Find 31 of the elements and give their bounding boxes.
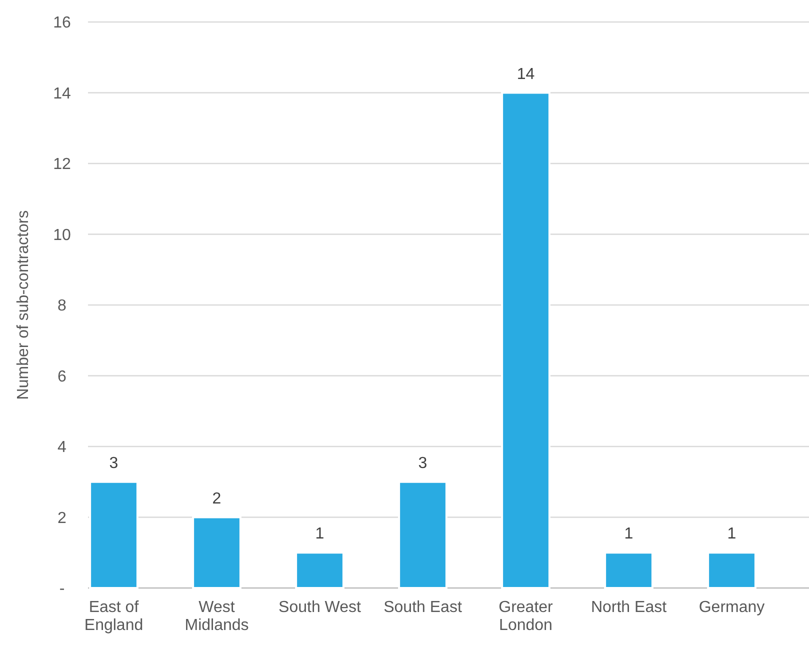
y-tick-label: 6 [58, 368, 67, 386]
bar [501, 92, 550, 589]
y-tick-label: 10 [53, 226, 71, 244]
data-label: 1 [315, 526, 324, 543]
y-tick-label: 12 [53, 156, 71, 174]
bar [89, 480, 138, 589]
y-tick-label: 16 [53, 14, 71, 32]
bar [295, 552, 344, 589]
x-tick-label: South East [384, 599, 462, 616]
x-tick-label: Germany [698, 599, 765, 616]
bar [604, 552, 654, 589]
bar [707, 552, 756, 589]
y-tick-label: - [59, 580, 65, 598]
data-label: 3 [109, 454, 118, 472]
data-label: 2 [212, 490, 222, 508]
data-label: 3 [418, 454, 428, 472]
y-tick-label: 4 [58, 439, 67, 456]
y-tick-label: 2 [58, 510, 67, 527]
x-tick-label: Greater London [498, 599, 554, 634]
y-tick-label: 8 [58, 298, 67, 315]
x-tick-label: South West [278, 599, 362, 616]
x-tick-label: West Midlands [184, 599, 249, 634]
data-label: 1 [727, 526, 736, 543]
x-tick-label: East of England [84, 599, 144, 634]
data-label: 14 [516, 66, 535, 83]
y-axis-title: Number of sub-contractors [15, 210, 32, 400]
bar [398, 480, 448, 589]
bar [192, 516, 242, 589]
y-tick-label: 14 [53, 85, 71, 102]
x-tick-label: North East [590, 599, 668, 616]
data-label: 1 [624, 526, 634, 543]
